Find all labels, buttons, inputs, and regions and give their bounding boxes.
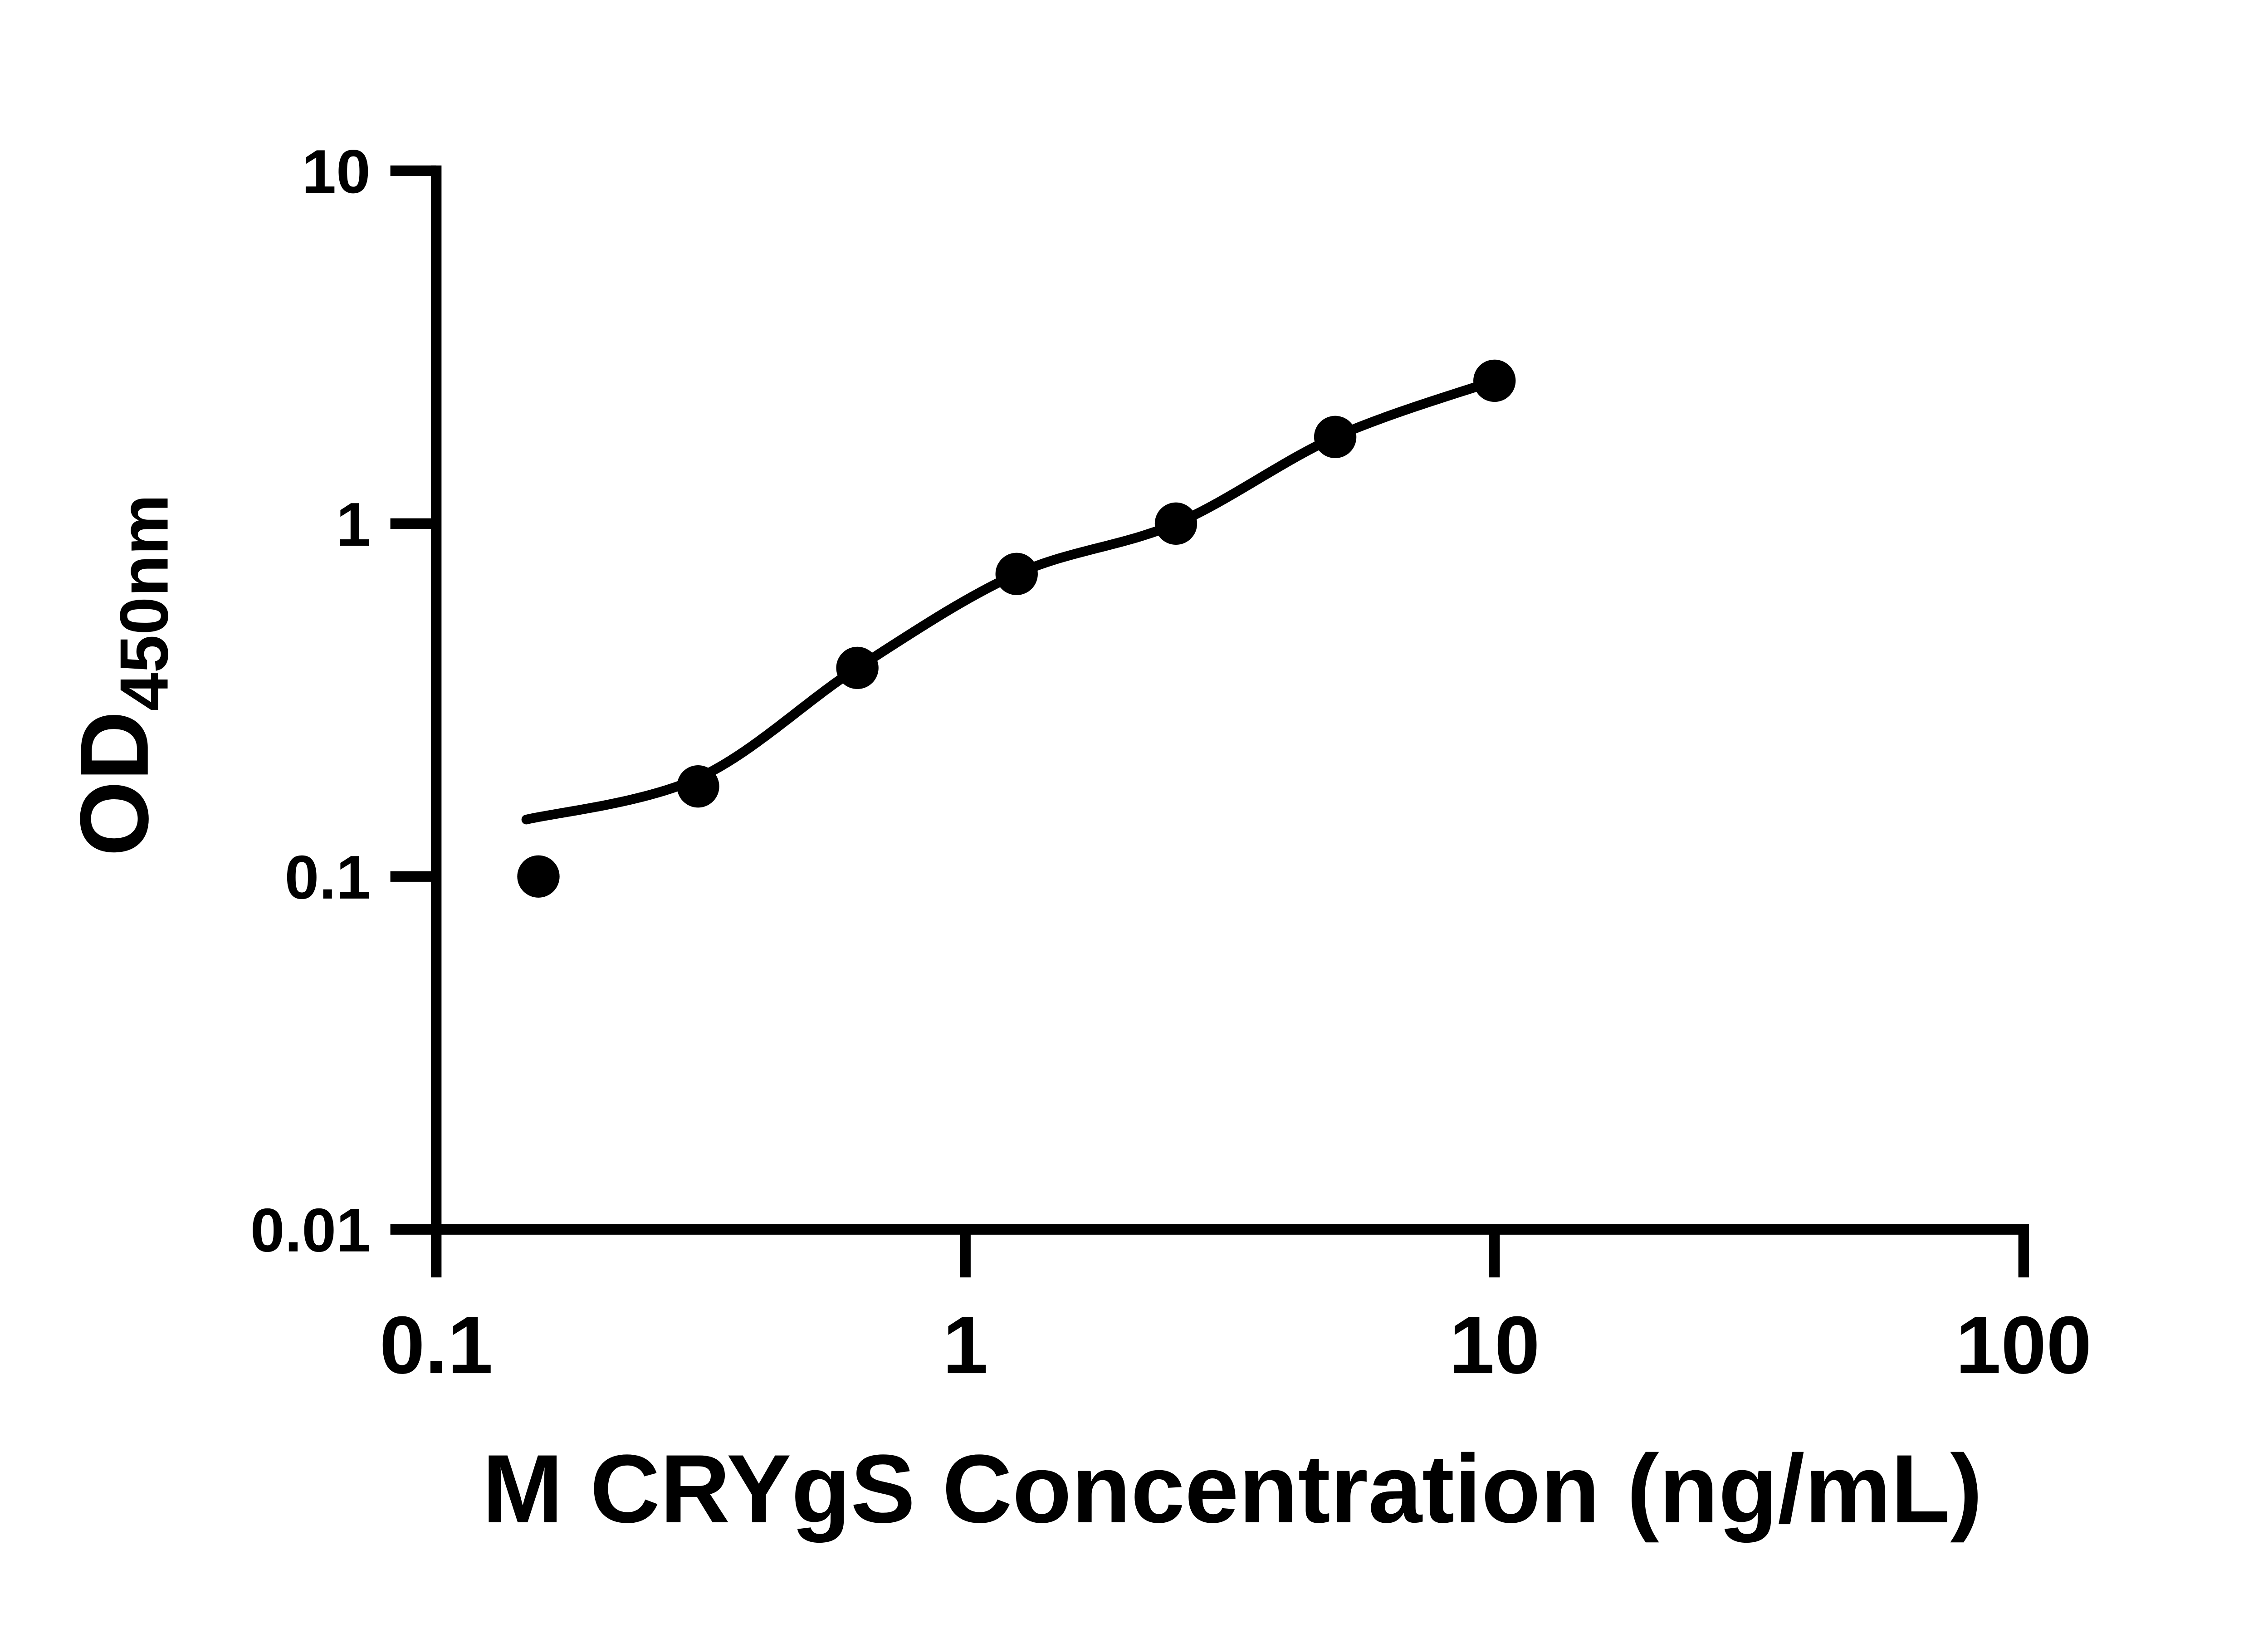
data-point bbox=[1473, 359, 1516, 402]
data-point bbox=[517, 855, 560, 898]
chart-background bbox=[0, 22, 2268, 1611]
x-tick-label: 0.1 bbox=[380, 1300, 493, 1391]
y-tick-label: 1 bbox=[336, 490, 371, 559]
x-axis-title: M CRYgS Concentration (ng/mL) bbox=[482, 1435, 1982, 1543]
x-tick-label: 1 bbox=[943, 1300, 988, 1391]
y-axis-title-main: OD bbox=[60, 711, 169, 856]
data-point bbox=[995, 552, 1038, 595]
x-tick-label: 10 bbox=[1449, 1300, 1540, 1391]
plot-area bbox=[517, 359, 1516, 898]
y-axis-title: OD450nm bbox=[60, 494, 182, 856]
x-tick-label: 100 bbox=[1955, 1300, 2092, 1391]
data-point bbox=[677, 765, 719, 808]
y-axis-title-subscript: 450nm bbox=[106, 494, 182, 711]
tick-marks bbox=[390, 165, 2029, 1278]
y-tick-label: 10 bbox=[302, 137, 370, 206]
data-point bbox=[1154, 502, 1198, 545]
y-tick-label: 0.01 bbox=[250, 1196, 371, 1265]
data-point bbox=[1314, 416, 1357, 459]
data-point bbox=[836, 646, 879, 689]
y-tick-label: 0.1 bbox=[285, 843, 371, 912]
